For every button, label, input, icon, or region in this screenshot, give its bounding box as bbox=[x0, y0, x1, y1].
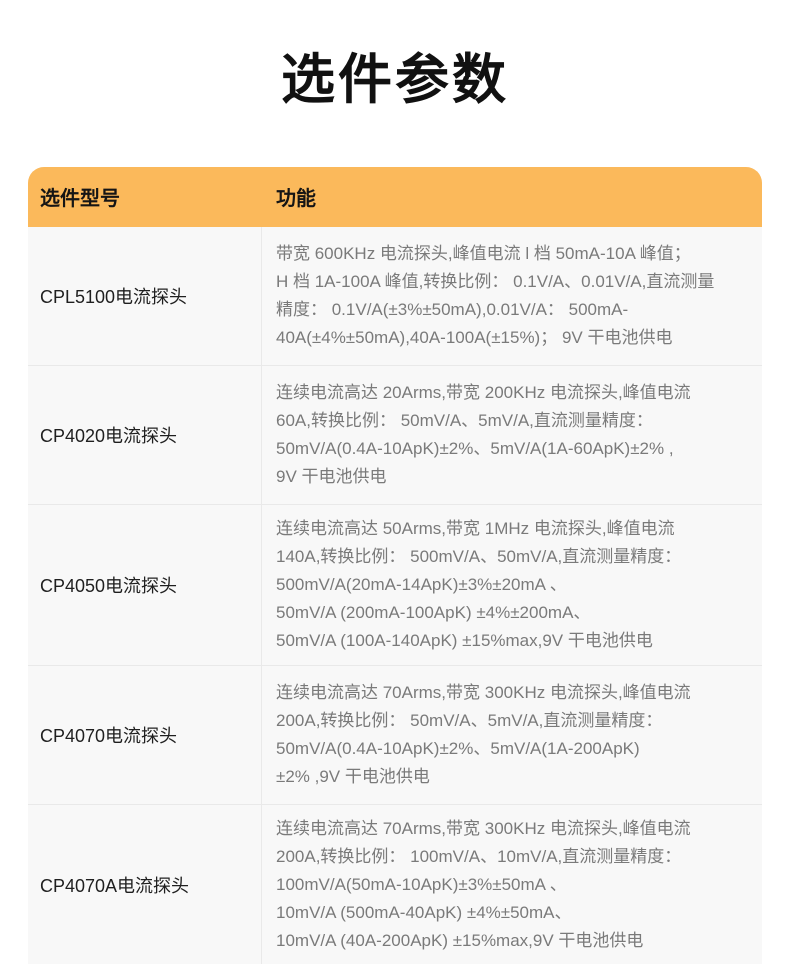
function-cell: 带宽 600KHz 电流探头,峰值电流 l 档 50mA-10A 峰值； H 档… bbox=[262, 227, 762, 365]
function-line: 500mV/A(20mA-14ApK)±3%±20mA 、 bbox=[276, 574, 567, 594]
options-spec-table: 选件型号 功能 CPL5100电流探头 带宽 600KHz 电流探头,峰值电流 … bbox=[28, 166, 762, 964]
table-row: CP4070A电流探头 连续电流高达 70Arms,带宽 300KHz 电流探头… bbox=[28, 803, 762, 964]
function-line: 50mV/A (100A-140ApK) ±15%max,9V 干电池供电 bbox=[276, 630, 653, 650]
function-line: 60A,转换比例： 50mV/A、5mV/A,直流测量精度： bbox=[276, 410, 653, 430]
function-line: 10mV/A (500mA-40ApK) ±4%±50mA、 bbox=[276, 902, 572, 922]
function-line: 40A(±4%±50mA),40A-100A(±15%)； 9V 干电池供电 bbox=[276, 327, 673, 347]
function-line: 连续电流高达 20Arms,带宽 200KHz 电流探头,峰值电流 bbox=[276, 382, 691, 402]
function-line: 精度： 0.1V/A(±3%±50mA),0.01V/A： 500mA- bbox=[276, 299, 629, 319]
function-line: 50mV/A (200mA-100ApK) ±4%±200mA、 bbox=[276, 602, 591, 622]
function-line: 100mV/A(50mA-10ApK)±3%±50mA 、 bbox=[276, 874, 567, 894]
function-line: 50mV/A(0.4A-10ApK)±2%、5mV/A(1A-60ApK)±2%… bbox=[276, 438, 674, 458]
model-cell: CP4070电流探头 bbox=[28, 665, 262, 804]
function-line: 9V 干电池供电 bbox=[276, 466, 387, 486]
model-cell: CPL5100电流探头 bbox=[28, 226, 262, 365]
function-line: 连续电流高达 70Arms,带宽 300KHz 电流探头,峰值电流 bbox=[276, 818, 691, 838]
function-line: 带宽 600KHz 电流探头,峰值电流 l 档 50mA-10A 峰值； bbox=[276, 243, 691, 263]
function-line: 200A,转换比例： 50mV/A、5mV/A,直流测量精度： bbox=[276, 710, 663, 730]
page-title: 选件参数 bbox=[281, 50, 509, 110]
function-line: 140A,转换比例： 500mV/A、50mV/A,直流测量精度： bbox=[276, 546, 682, 566]
function-line: H 档 1A-100A 峰值,转换比例： 0.1V/A、0.01V/A,直流测量 bbox=[276, 271, 715, 291]
function-cell: 连续电流高达 70Arms,带宽 300KHz 电流探头,峰值电流 200A,转… bbox=[262, 805, 762, 964]
table-row: CP4020电流探头 连续电流高达 20Arms,带宽 200KHz 电流探头,… bbox=[28, 364, 762, 504]
model-cell: CP4050电流探头 bbox=[28, 504, 262, 665]
header-cell-function: 功能 bbox=[276, 188, 316, 211]
function-cell: 连续电流高达 50Arms,带宽 1MHz 电流探头,峰值电流 140A,转换比… bbox=[262, 505, 762, 665]
function-line: 50mV/A(0.4A-10ApK)±2%、5mV/A(1A-200ApK) bbox=[276, 738, 640, 758]
model-cell: CP4070A电流探头 bbox=[28, 804, 262, 964]
function-line: 200A,转换比例： 100mV/A、10mV/A,直流测量精度： bbox=[276, 846, 682, 866]
table-row: CPL5100电流探头 带宽 600KHz 电流探头,峰值电流 l 档 50mA… bbox=[28, 226, 762, 365]
function-line: 连续电流高达 50Arms,带宽 1MHz 电流探头,峰值电流 bbox=[276, 518, 675, 538]
model-cell: CP4020电流探头 bbox=[28, 365, 262, 504]
function-line: 10mV/A (40A-200ApK) ±15%max,9V 干电池供电 bbox=[276, 930, 644, 950]
table-header-row: 选件型号 功能 bbox=[28, 166, 762, 227]
table-body: CPL5100电流探头 带宽 600KHz 电流探头,峰值电流 l 档 50mA… bbox=[28, 226, 762, 964]
function-line: ±2% ,9V 干电池供电 bbox=[276, 766, 430, 786]
function-cell: 连续电流高达 70Arms,带宽 300KHz 电流探头,峰值电流 200A,转… bbox=[262, 666, 762, 804]
header-cell-model: 选件型号 bbox=[40, 188, 120, 211]
table-row: CP4070电流探头 连续电流高达 70Arms,带宽 300KHz 电流探头,… bbox=[28, 664, 762, 804]
table-row: CP4050电流探头 连续电流高达 50Arms,带宽 1MHz 电流探头,峰值… bbox=[28, 503, 762, 665]
function-cell: 连续电流高达 20Arms,带宽 200KHz 电流探头,峰值电流 60A,转换… bbox=[262, 366, 762, 504]
function-line: 连续电流高达 70Arms,带宽 300KHz 电流探头,峰值电流 bbox=[276, 682, 691, 702]
